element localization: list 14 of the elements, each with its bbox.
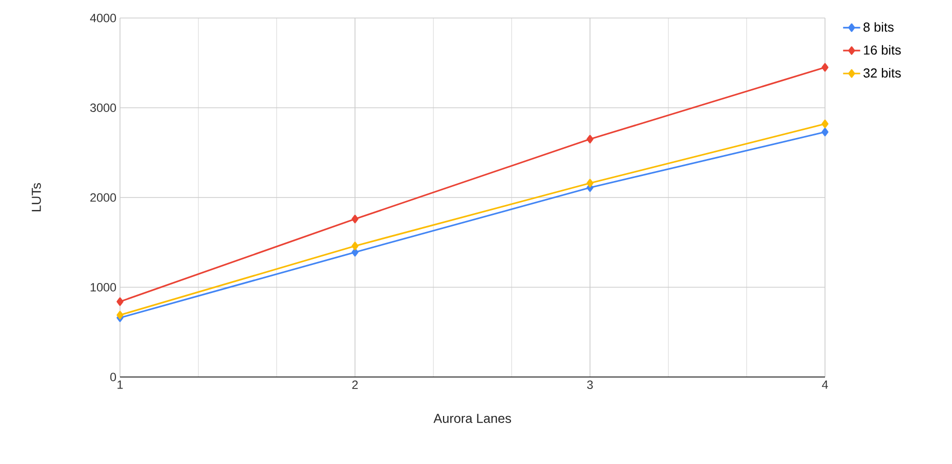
y-tick-label: 2000 bbox=[90, 193, 116, 202]
legend-label: 16 bits bbox=[864, 45, 901, 55]
y-tick-label: 0 bbox=[110, 372, 116, 382]
y-axis-title: LUTs bbox=[32, 183, 41, 212]
y-tick-label: 4000 bbox=[90, 14, 116, 22]
x-tick-label: 3 bbox=[587, 380, 593, 390]
legend-label: 32 bits bbox=[863, 68, 901, 78]
legend-label: 8 bits bbox=[864, 22, 894, 32]
x-tick-label: 1 bbox=[118, 380, 123, 389]
x-axis-title: Aurora Lanes bbox=[434, 414, 512, 423]
y-tick-label: 3000 bbox=[90, 104, 116, 112]
x-tick-label: 2 bbox=[352, 380, 358, 389]
x-tick-label: 4 bbox=[822, 380, 828, 389]
y-tick-label: 1000 bbox=[90, 283, 116, 292]
